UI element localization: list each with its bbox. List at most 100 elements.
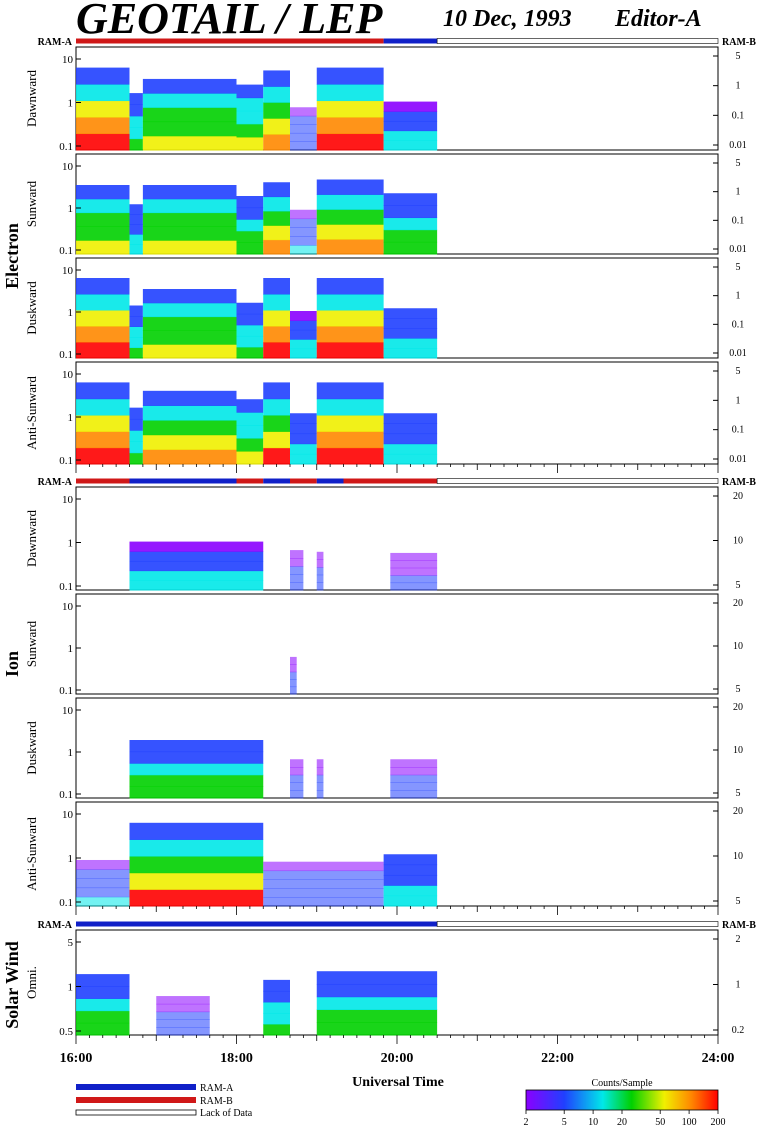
heat-cell [383, 874, 438, 886]
heat-cell [316, 326, 384, 343]
heat-cell [263, 342, 290, 359]
left-tick-label: 5 [68, 937, 74, 949]
heat-cell [383, 140, 438, 151]
right-tick-label: 0.1 [732, 425, 745, 436]
group-label: Ion [2, 651, 22, 677]
heat-cell [316, 84, 384, 102]
heat-cell [263, 870, 384, 880]
heat-cell [236, 425, 264, 439]
heat-cell [76, 974, 130, 987]
ram-a-label: RAM-A [38, 920, 73, 931]
heat-cell [142, 198, 237, 214]
heat-cell [263, 398, 290, 416]
left-tick-label: 0.1 [59, 789, 73, 801]
heat-cell [142, 420, 237, 436]
heat-cell [316, 100, 384, 118]
heat-cell [290, 141, 317, 151]
heat-cell [76, 398, 130, 416]
heat-cell [236, 412, 264, 426]
left-tick-label: 10 [62, 265, 74, 277]
heat-cell [76, 117, 130, 135]
right-tick-label: 10 [733, 641, 743, 652]
colorbar-tick-label: 10 [588, 1117, 598, 1128]
heat-cell [263, 447, 290, 465]
heat-cell [290, 453, 317, 465]
heat-cell [383, 854, 438, 866]
heat-cell [236, 313, 264, 326]
right-tick-label: 20 [733, 806, 743, 817]
x-axis-label: Universal Time [352, 1075, 444, 1090]
left-tick-label: 10 [62, 809, 74, 821]
left-tick-label: 1 [68, 307, 74, 319]
heat-cell [129, 786, 264, 799]
right-tick-label: 20 [733, 702, 743, 713]
heat-cell [263, 239, 290, 255]
heat-cell [129, 872, 264, 890]
heat-cell [263, 210, 290, 226]
colorbar-tick-label: 2 [524, 1117, 529, 1128]
heat-cell [129, 127, 143, 140]
heat-cell [290, 107, 317, 117]
heat-cell [236, 230, 264, 243]
heat-cell [236, 451, 264, 465]
right-tick-label: 1 [736, 81, 741, 92]
heat-cell [263, 990, 290, 1003]
heat-cell [290, 227, 317, 237]
heat-cell [263, 415, 290, 432]
heat-cell [316, 582, 324, 591]
ram-bar-segment [436, 38, 719, 44]
panel-label: Sunward [24, 180, 39, 227]
heat-cell [290, 686, 297, 695]
heat-cell [316, 294, 384, 311]
panel-label: Omni. [24, 966, 39, 999]
heat-cell [76, 84, 130, 102]
heat-cell [316, 278, 384, 295]
heat-cell [383, 413, 438, 424]
group-label: Solar Wind [2, 941, 22, 1029]
heat-cell [316, 310, 384, 327]
heat-cell [129, 224, 143, 235]
heat-cell [142, 302, 237, 318]
heat-cell [290, 311, 317, 321]
right-tick-label: 0.01 [729, 454, 747, 465]
heat-cell [76, 133, 130, 151]
heat-cell [316, 398, 384, 416]
heat-cell [316, 431, 384, 449]
heat-cell [129, 751, 264, 764]
heat-cell [263, 102, 290, 119]
heat-cell [129, 347, 143, 359]
ram-b-label: RAM-B [722, 37, 756, 48]
heat-cell [290, 433, 317, 445]
heat-cell [142, 212, 237, 227]
heat-cell [316, 983, 438, 998]
heat-cell [383, 443, 438, 455]
heat-cell [76, 310, 130, 327]
heat-cell [390, 575, 438, 584]
heat-cell [76, 887, 130, 898]
heat-cell [142, 405, 237, 421]
heat-cell [316, 567, 324, 576]
right-tick-label: 2 [736, 934, 741, 945]
heat-cell [263, 134, 290, 151]
heat-cell [316, 767, 324, 776]
heat-cell [390, 560, 438, 569]
heat-cell [129, 244, 143, 255]
panel-groups: Electron RAM-A RAM-B Dawnward 10 1 0.1 5 1 0.1 0.0… [2, 37, 756, 1044]
heat-cell [236, 346, 264, 359]
heat-cell [236, 123, 264, 138]
legend-label-lack: Lack of Data [200, 1108, 253, 1119]
heat-cell [129, 326, 143, 338]
heat-cell [290, 245, 317, 255]
heat-cell [142, 185, 237, 200]
heat-cell [156, 996, 210, 1005]
panel-label: Duskward [24, 721, 39, 775]
heat-cell [290, 582, 304, 591]
heat-cell [129, 115, 143, 128]
heat-cell [290, 671, 297, 680]
heat-cell [316, 574, 324, 583]
heat-cell [390, 567, 438, 576]
heat-cell [142, 121, 237, 137]
heat-cell [263, 879, 384, 889]
heat-cell [263, 278, 290, 295]
heat-cell [390, 774, 438, 783]
